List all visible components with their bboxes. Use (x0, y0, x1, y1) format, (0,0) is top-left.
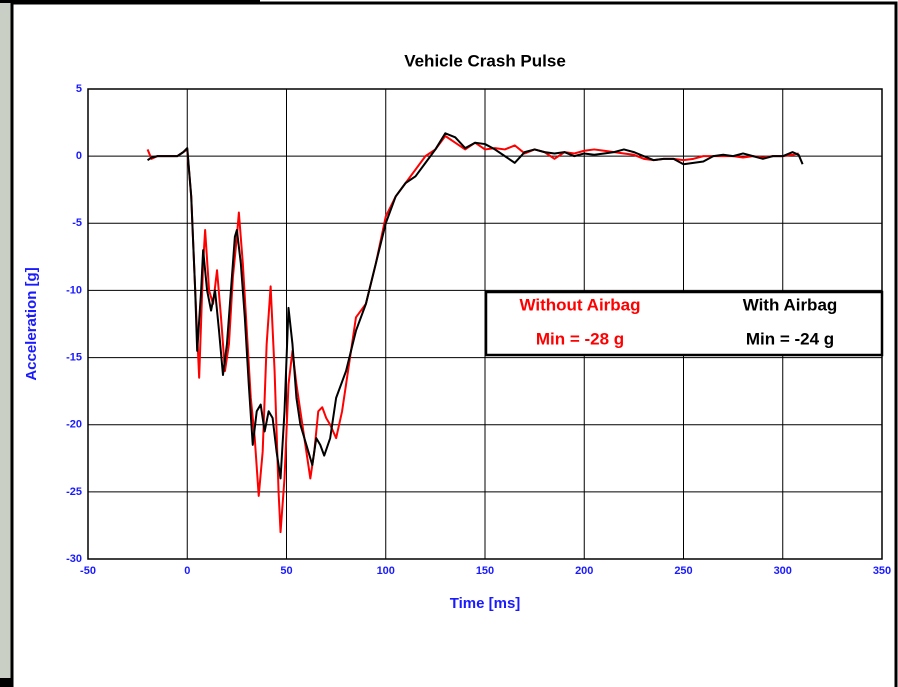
x-tick-label: -50 (80, 565, 96, 577)
side-image (0, 0, 12, 687)
x-tick-label: 50 (280, 565, 292, 577)
chart: Vehicle Crash Pulse Time [ms] Accelerati… (0, 0, 898, 687)
y-tick-label: -25 (66, 486, 82, 498)
y-axis-label: Acceleration [g] (23, 267, 40, 380)
y-tick-label: -30 (66, 553, 82, 565)
x-tick-label: 350 (873, 565, 891, 577)
x-tick-label: 200 (575, 565, 593, 577)
y-tick-label: -10 (66, 284, 82, 296)
x-tick-label: 100 (377, 565, 395, 577)
y-tick-label: 5 (76, 83, 82, 95)
legend-annotation: Min = -28 g (536, 329, 624, 348)
legend-annotation: Min = -24 g (746, 329, 834, 348)
y-tick-label: 0 (76, 150, 82, 162)
x-tick-label: 150 (476, 565, 494, 577)
corner-block (0, 678, 12, 687)
x-tick-label: 0 (184, 565, 190, 577)
x-tick-label: 250 (674, 565, 692, 577)
chart-title: Vehicle Crash Pulse (404, 51, 566, 70)
y-tick-label: -20 (66, 419, 82, 431)
y-tick-label: -5 (72, 217, 82, 229)
page: {"chart_data": {"type": "line", "title":… (0, 0, 898, 687)
legend-entry: Without Airbag (519, 295, 640, 314)
x-tick-label: 300 (774, 565, 792, 577)
y-tick-label: -15 (66, 351, 82, 363)
legend-entry: With Airbag (743, 295, 838, 314)
x-axis-label: Time [ms] (450, 595, 521, 612)
